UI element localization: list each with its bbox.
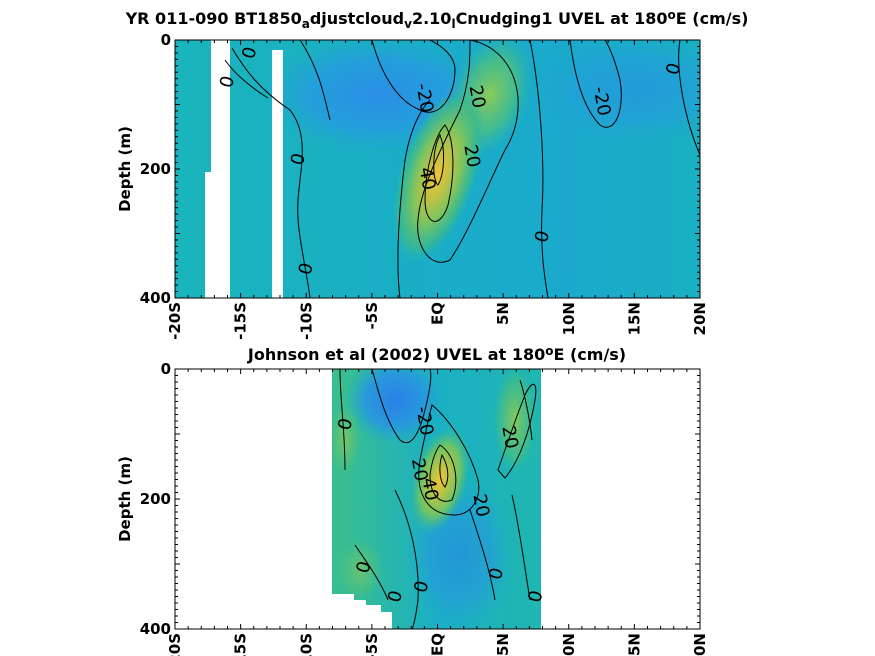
contour-label: 0 [287, 151, 310, 167]
x-tick-label: 20N [691, 302, 709, 335]
contour-label: 0 [662, 61, 685, 77]
contour-label: 20 [468, 492, 493, 518]
x-axis: -20S -15S -10S -5S EQ 5N 10N 15N 20N [166, 40, 709, 340]
contour-label: 0 [384, 588, 407, 604]
contour-label: 40 [415, 166, 440, 192]
contour-label: 20 [459, 143, 484, 169]
panel-top: YR 011-090 BT1850adjustcloudv2.10lCnudgi… [116, 8, 749, 340]
contour-label: 0 [485, 566, 508, 582]
x-axis: -20S -15S -10S -5S EQ 5N 10N 15N 20N [166, 369, 709, 656]
panel-bottom: Johnson et al (2002) UVEL at 180oE (cm/s… [116, 344, 709, 656]
missing-data [205, 40, 283, 298]
x-tick-label: -5S [363, 633, 381, 656]
y-tick-label: 400 [140, 289, 171, 307]
y-tick-label: 200 [140, 160, 171, 178]
contour-lines [224, 40, 700, 298]
x-tick-label: -20S [166, 302, 184, 340]
x-tick-label: -5S [363, 302, 381, 329]
contour-label: -20 [589, 85, 615, 118]
heatmap-field [332, 369, 541, 629]
contour-label: 0 [295, 261, 318, 277]
contour-label: 20 [465, 84, 490, 110]
y-tick-label: 0 [161, 360, 171, 378]
contour-label: 0 [334, 416, 357, 432]
heatmap-field [175, 40, 700, 298]
y-tick-label: 400 [140, 620, 171, 638]
x-tick-label: 10N [560, 302, 578, 335]
x-tick-label: -10S [297, 633, 315, 656]
x-tick-label: 15N [625, 302, 643, 335]
contour-label: 0 [531, 228, 554, 244]
chart-title: YR 011-090 BT1850adjustcloudv2.10lCnudgi… [125, 8, 749, 31]
x-tick-label: 20N [691, 633, 709, 656]
x-tick-label: 5N [494, 633, 512, 656]
contour-label: -20 [411, 82, 437, 115]
contour-lines [339, 369, 537, 629]
contour-label: 40 [417, 476, 442, 502]
contour-label: -20 [411, 405, 437, 438]
contour-label: 0 [216, 74, 239, 90]
contour-label: 20 [407, 457, 432, 483]
chart-title: Johnson et al (2002) UVEL at 180oE (cm/s… [247, 344, 626, 364]
contour-label: 0 [524, 588, 547, 604]
x-tick-label: -15S [232, 633, 250, 656]
x-tick-label: -15S [232, 302, 250, 340]
x-tick-label: -20S [166, 633, 184, 656]
y-tick-label: 0 [161, 31, 171, 49]
x-tick-label: 5N [494, 302, 512, 325]
y-axis-label: Depth (m) [116, 126, 134, 212]
contour-labels: 0 0 0 0 -20 20 20 40 0 -20 0 [216, 45, 685, 278]
x-tick-label: 10N [560, 633, 578, 656]
y-tick-label: 200 [140, 490, 171, 508]
y-axis-label: Depth (m) [116, 456, 134, 542]
contour-label: 0 [238, 45, 261, 61]
contour-label: 20 [497, 424, 522, 450]
x-tick-label: EQ [429, 302, 447, 325]
x-tick-label: EQ [429, 633, 447, 656]
contour-label: 0 [352, 559, 375, 575]
x-tick-label: 15N [625, 633, 643, 656]
x-tick-label: -10S [297, 302, 315, 340]
contour-label: 0 [410, 579, 433, 595]
